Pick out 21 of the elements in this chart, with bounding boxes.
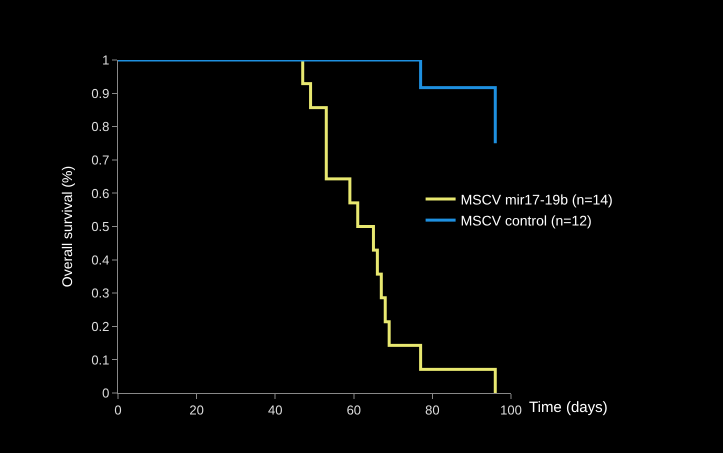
x-tick-label: 60 bbox=[346, 402, 362, 418]
y-tick-label: 0.1 bbox=[91, 352, 110, 368]
y-tick-label: 0.5 bbox=[91, 219, 110, 234]
y-tick-label: 0.8 bbox=[91, 119, 110, 134]
x-axis-title: Time (days) bbox=[529, 399, 608, 416]
y-tick-label: 0.2 bbox=[91, 318, 110, 334]
y-axis-title: Overall survival (%) bbox=[58, 166, 75, 288]
y-tick-label: 0.3 bbox=[91, 286, 110, 301]
y-tick-label: 0.6 bbox=[91, 186, 110, 201]
y-tick-label: 1 bbox=[102, 52, 110, 68]
x-tick-label: 80 bbox=[425, 402, 440, 418]
x-tick-label: 0 bbox=[114, 402, 122, 418]
y-tick-label: 0.4 bbox=[91, 252, 110, 268]
x-tick-label: 100 bbox=[500, 402, 522, 418]
y-tick-label: 0.7 bbox=[91, 152, 110, 168]
legend-label: MSCV control (n=12) bbox=[460, 212, 592, 229]
y-tick-label: 0.9 bbox=[91, 86, 110, 101]
x-tick-label: 20 bbox=[189, 402, 204, 418]
legend-label: MSCV mir17-19b (n=14) bbox=[460, 191, 613, 208]
x-tick-label: 40 bbox=[268, 402, 282, 418]
y-tick-label: 0 bbox=[102, 386, 110, 401]
